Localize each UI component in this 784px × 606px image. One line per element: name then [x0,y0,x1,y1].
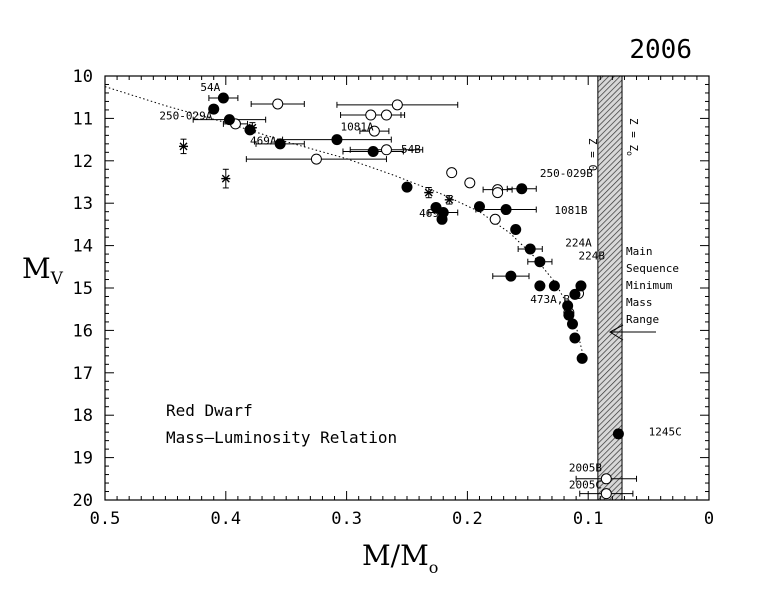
x-tick-label: 0.4 [210,509,241,529]
filled-point [217,92,229,104]
x-tick-label: 0.1 [573,509,604,529]
filled-point [473,201,485,213]
filled-point [500,204,512,216]
x-tick-label: 0.3 [331,509,362,529]
open-point [272,98,284,110]
point-label: 54B [401,143,421,156]
filled-point [562,300,574,312]
y-tick-label: 10 [73,67,93,87]
y-tick-label: 16 [73,321,93,341]
y-axis-label: MV [22,252,64,289]
point-label: 1081B [554,204,587,217]
point-label: 224A [565,236,592,249]
y-tick-label: 17 [73,364,93,384]
filled-point [534,256,546,268]
point-label: 2005B [569,462,602,475]
year-label: 2006 [629,35,692,65]
y-tick-label: 15 [73,279,93,299]
band-note-line: Main [626,245,653,258]
y-tick-label: 18 [73,406,93,426]
filled-point [576,352,588,364]
point-label: 469B [419,207,446,220]
band-label-zo: Z = Zo [625,118,640,156]
filled-point [516,183,528,195]
y-tick-label: 12 [73,152,93,172]
band-label-z0: Z = 0 [586,138,599,171]
star-points [179,122,454,205]
filled-points [208,92,624,440]
open-point [446,167,458,179]
filled-point [548,280,560,292]
filled-point [223,114,235,126]
point-label: 2005C [569,479,602,492]
y-tick-label: 20 [73,491,93,511]
filled-point [331,134,343,146]
y-tick-label: 14 [73,237,93,257]
filled-point [566,318,578,330]
filled-point [569,332,581,344]
open-point [380,144,392,156]
filled-point [367,145,379,157]
y-tick-labels: 10 11 12 13 14 15 16 17 18 19 20 [73,67,93,511]
x-axis-label: M/Mo [362,539,438,577]
filled-point [208,103,220,115]
band-note: Main Sequence Minimum Mass Range [626,245,679,326]
point-label: 250-029A [159,110,212,123]
open-point [489,213,501,225]
open-point [600,473,612,485]
axis-ticks [104,75,710,501]
open-point [365,109,377,121]
y-tick-label: 13 [73,194,93,214]
point-label: 250-029B [540,167,593,180]
filled-point [612,428,624,440]
point-labels: 54A 250-029A 1081A 469A 54B 250-029B 469B 1081B… [159,81,681,492]
open-point [310,153,322,165]
open-point [391,99,403,111]
point-label: 469A [250,135,277,148]
filled-point [401,181,413,193]
point-label: 1081A [341,120,374,133]
chart-title-line1: Red Dwarf [166,401,253,420]
filled-point [575,280,587,292]
open-point [368,125,380,137]
band-note-line: Sequence [626,262,679,275]
band-note-line: Mass [626,296,653,309]
open-point [380,109,392,121]
chart-title-line2: Mass—Luminosity Relation [166,428,397,447]
y-tick-label: 19 [73,449,93,469]
filled-point [569,288,581,300]
x-tick-label: 0.5 [90,509,121,529]
point-label: 1245C [649,426,682,439]
filled-point [563,309,575,321]
x-tick-label: 0 [704,509,714,529]
point-label: 54A [200,81,220,94]
x-tick-labels: 0.5 0.4 0.3 0.2 0.1 0 [90,509,714,529]
open-point [464,177,476,189]
filled-point [510,223,522,235]
filled-point [534,280,546,292]
band-note-line: Range [626,313,659,326]
filled-point [436,213,448,225]
point-label: 224B [579,250,606,263]
open-point [492,187,504,199]
band-note-line: Minimum [626,279,673,292]
filled-point [505,270,517,282]
open-point [600,488,612,500]
filled-point [274,138,286,150]
filled-point [524,243,536,255]
y-tick-label: 11 [73,109,93,129]
point-label: 473A,B [530,293,570,306]
x-tick-label: 0.2 [452,509,483,529]
